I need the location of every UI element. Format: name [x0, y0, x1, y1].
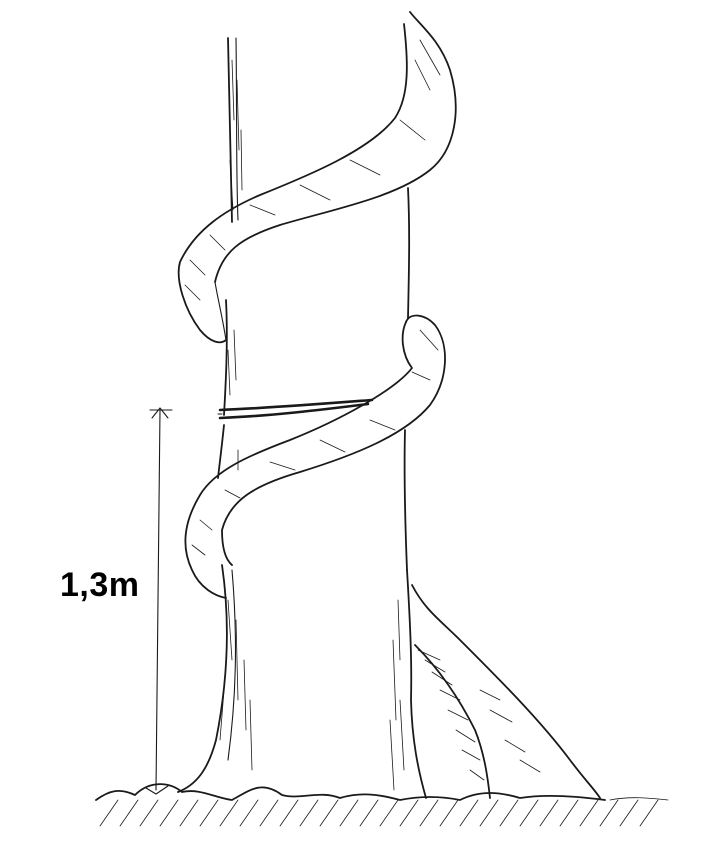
tree-trunk — [177, 37, 427, 799]
vine-lower-band — [184, 314, 446, 599]
height-arrow — [145, 407, 173, 795]
vine-upper-band — [177, 11, 457, 344]
height-label: 1,3m — [60, 566, 140, 604]
measurement-band — [217, 398, 374, 420]
ground — [95, 783, 669, 827]
side-stem — [411, 584, 601, 799]
